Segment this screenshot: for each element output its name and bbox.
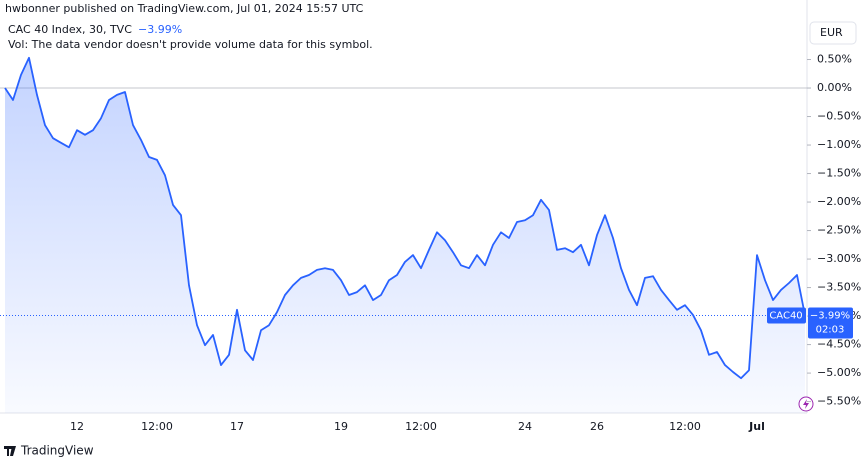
y-tick-label: 0.00%	[817, 81, 852, 94]
badge-value: −3.99%	[810, 311, 850, 322]
y-tick-label: −3.50%	[817, 281, 861, 294]
logo	[4, 446, 16, 456]
y-tick-label: −5.00%	[817, 366, 861, 379]
published: hwbonner published on TradingView.com, J…	[5, 2, 364, 15]
plot	[0, 56, 807, 414]
event-icon-bolt	[803, 399, 809, 409]
symbol: CAC 40 Index, 30, TVC	[8, 23, 132, 36]
badge-symbol-bg	[767, 307, 806, 324]
y-tick-label: −3.00%	[817, 252, 861, 265]
y-tick-label: −4.50%	[817, 338, 861, 351]
currency[interactable]: EUR	[820, 26, 843, 39]
y-tick-label: −0.50%	[817, 110, 861, 123]
x-tick-label: 12:00	[669, 420, 701, 433]
currency-button[interactable]	[809, 21, 857, 45]
x-tick-label: 24	[518, 420, 532, 433]
brand: TradingView	[20, 444, 94, 458]
badge-symbol: CAC40	[769, 311, 802, 322]
change: −3.99%	[138, 23, 182, 36]
x-tick-label: 12	[70, 420, 84, 433]
line	[4, 56, 806, 380]
badge-value-bg	[808, 307, 853, 339]
area	[5, 57, 805, 414]
y-tick-label: −1.50%	[817, 167, 861, 180]
badge-countdown: 02:03	[816, 325, 845, 336]
y-tick-label: 0.50%	[817, 53, 852, 66]
x-tick-label: 12:00	[405, 420, 437, 433]
x-tick-label: Jul	[748, 420, 765, 433]
y-tick-label: −2.00%	[817, 195, 861, 208]
footer-bg	[0, 440, 861, 459]
volume-note: Vol: The data vendor doesn't provide vol…	[8, 38, 373, 51]
x-tick-label: 19	[334, 420, 348, 433]
x-tick-label: 26	[590, 420, 604, 433]
x-tick-label: 17	[230, 420, 244, 433]
y-tick-label: −5.50%	[817, 395, 861, 408]
y-tick-label: −1.00%	[817, 138, 861, 151]
y-tick-label: −2.50%	[817, 224, 861, 237]
x-tick-label: 12:00	[141, 420, 173, 433]
